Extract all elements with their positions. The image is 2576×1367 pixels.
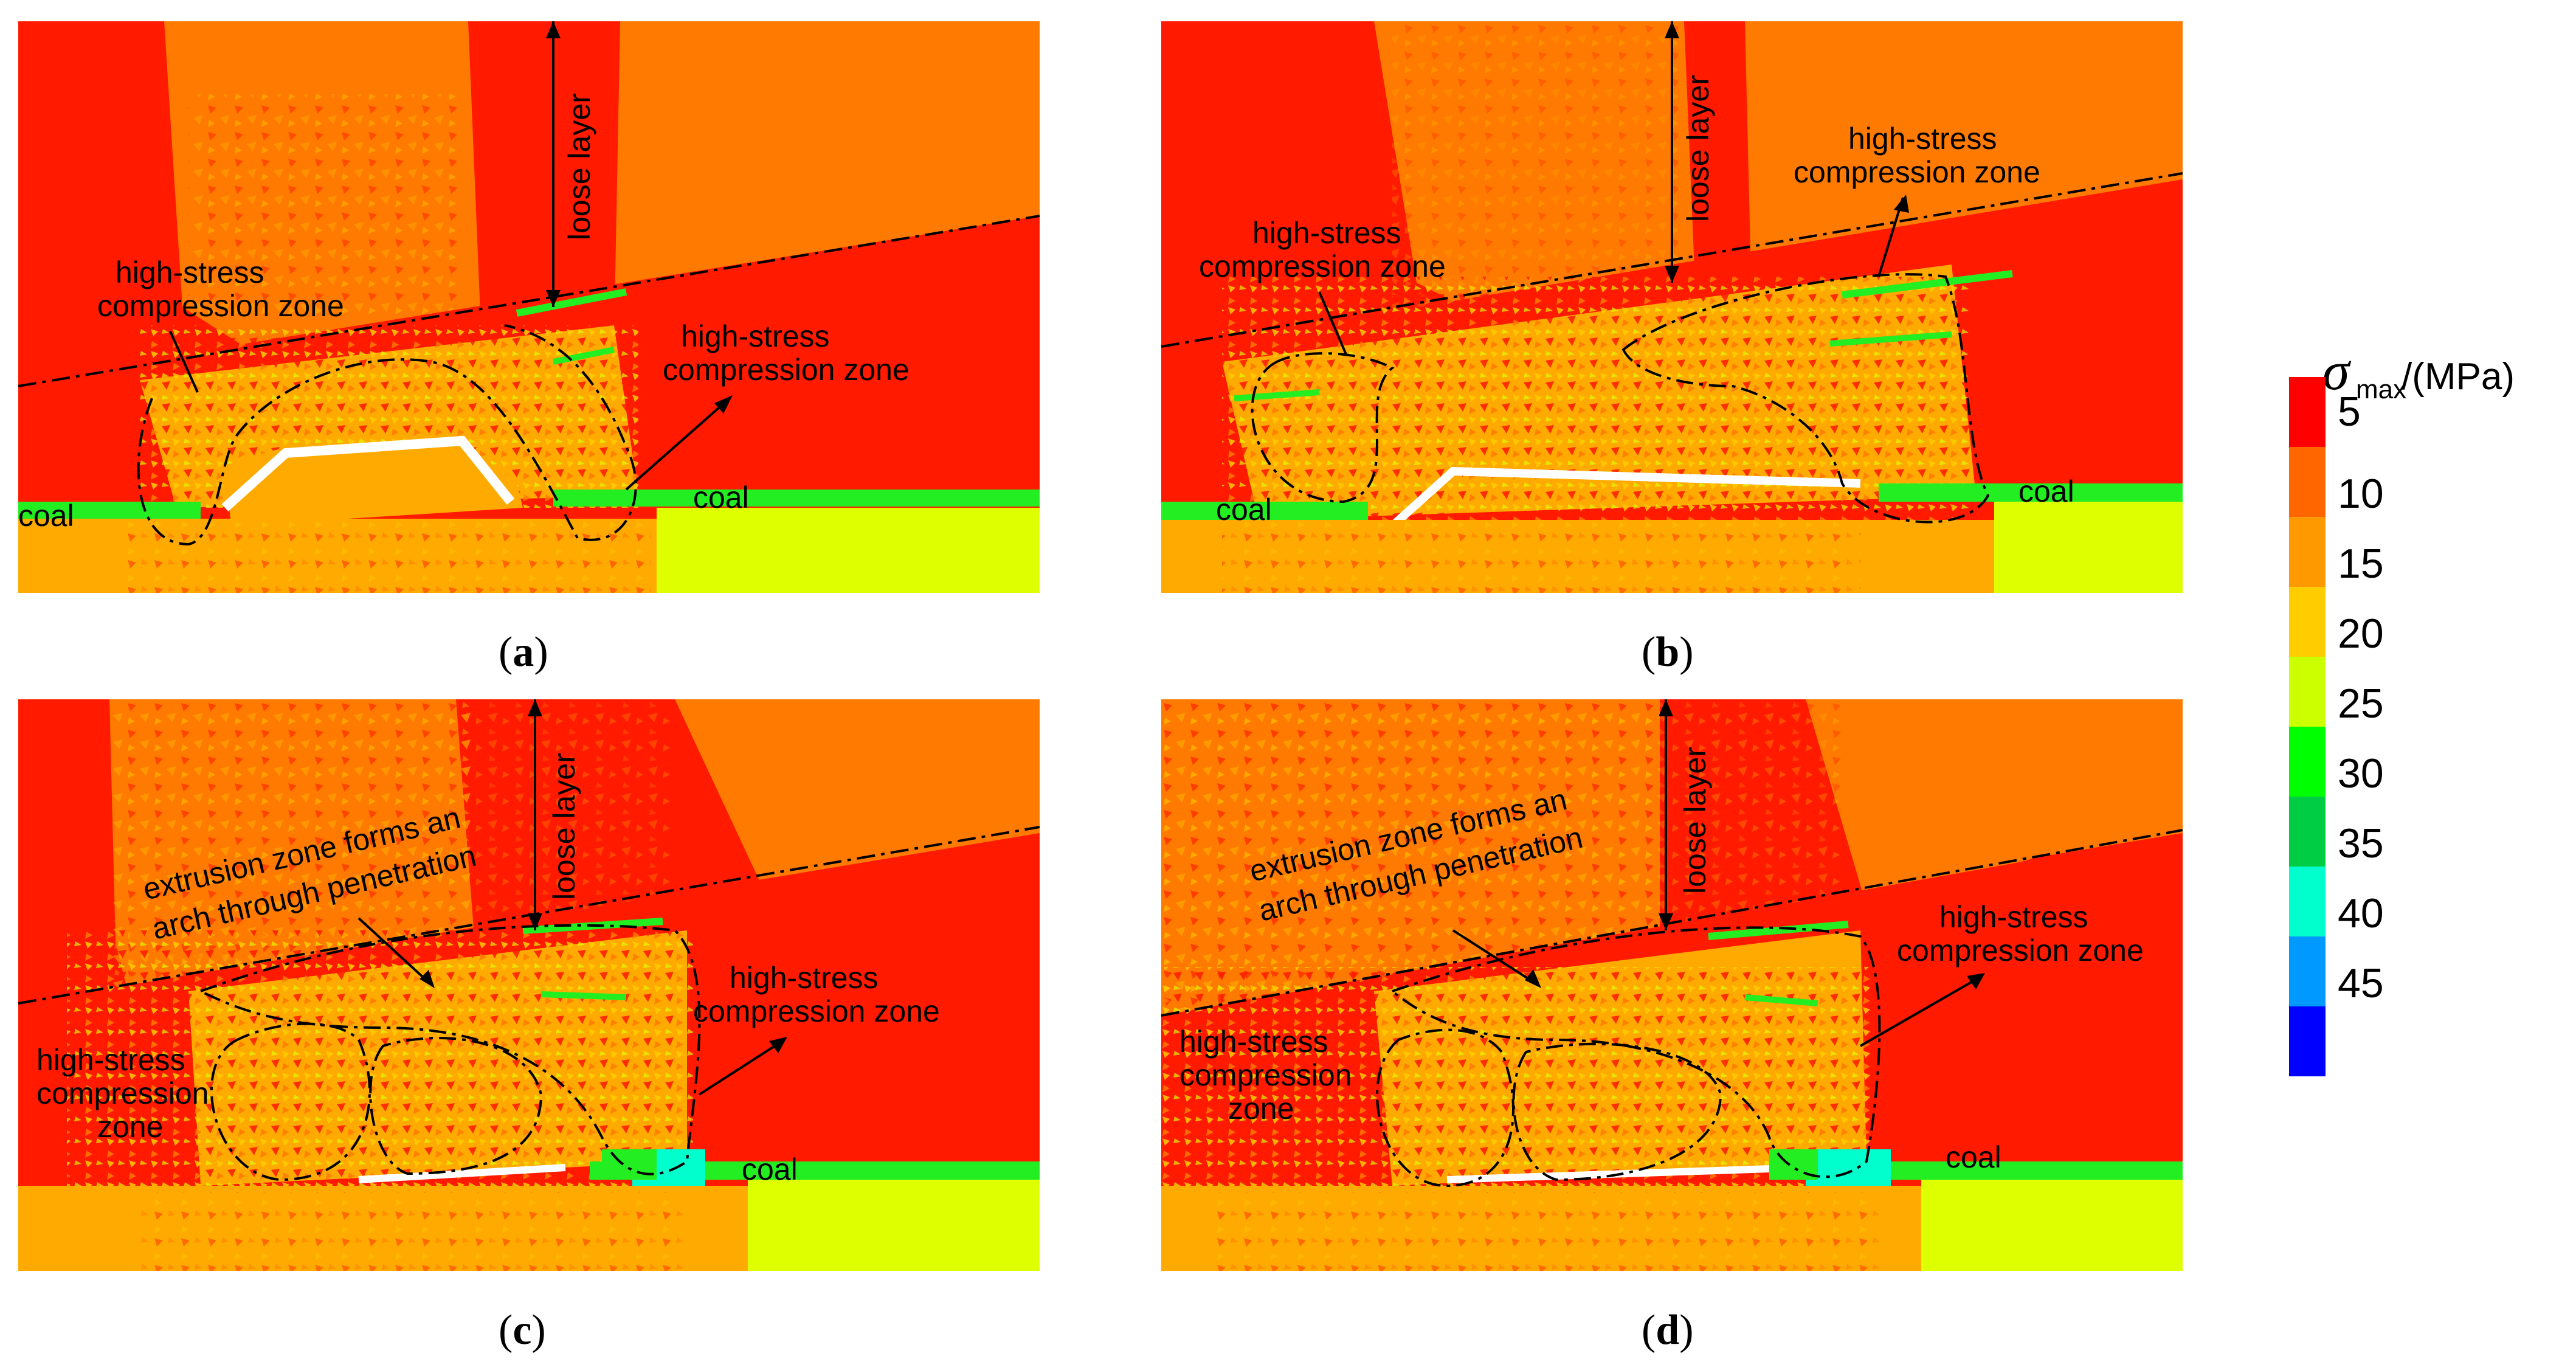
panel-c-hs-left-line3: zone <box>97 1110 163 1144</box>
legend-tick-label: 35 <box>2338 820 2384 867</box>
panel-c-hs-right-line2: compression zone <box>693 994 940 1028</box>
legend-tick-label: 10 <box>2338 471 2384 517</box>
panel-c-hs-left-line1: high-stress <box>36 1043 185 1077</box>
panel-d-loose-layer-label: loose layer <box>1678 747 1712 894</box>
legend-color-bar <box>2289 377 2326 1076</box>
panel-d-hs-left-line1: high-stress <box>1179 1025 1328 1059</box>
caption-b-letter: b <box>1656 629 1679 676</box>
panel-d-hs-right-line2: compression zone <box>1897 933 2144 967</box>
panel-c-hs-left-line2: compression <box>36 1076 209 1110</box>
caption-a: (a) <box>499 629 548 676</box>
panel-d-hs-left-line2: compression <box>1179 1058 1352 1092</box>
caption-c-letter: c <box>513 1307 531 1354</box>
legend-swatch <box>2289 727 2326 797</box>
svg-text:(d): (d) <box>1642 1307 1694 1354</box>
panel-b-hs-right-line1: high-stress <box>1848 122 1997 156</box>
panel-c-coal-right: coal <box>742 1152 798 1186</box>
panel-b-hs-left-line2: compression zone <box>1199 249 1446 283</box>
panel-a: loose layer high-stress compression zone… <box>18 21 1040 593</box>
panel-d: loose layer extrusion zone forms an arch… <box>1161 699 2183 1271</box>
legend-swatch <box>2289 517 2326 587</box>
panel-b-hs-left-line1: high-stress <box>1252 216 1401 250</box>
svg-text:(a): (a) <box>499 629 548 676</box>
legend-tick-label: 20 <box>2338 611 2384 657</box>
caption-b: (b) <box>1642 629 1694 676</box>
legend-swatch <box>2289 797 2326 867</box>
panel-b-loose-layer-label: loose layer <box>1681 75 1715 222</box>
legend-swatch <box>2289 447 2326 517</box>
legend-swatch <box>2289 1006 2326 1076</box>
caption-c: (c) <box>499 1307 546 1354</box>
panel-c: loose layer extrusion zone forms an arch… <box>18 699 1040 1271</box>
legend-tick-label: 15 <box>2338 541 2384 587</box>
legend-tick-label: 40 <box>2338 890 2384 936</box>
panel-b-coal-right: coal <box>2018 474 2074 508</box>
legend-tick-label: 5 <box>2338 389 2361 435</box>
panel-a-hs-right-line2: compression zone <box>663 353 910 387</box>
panel-b: loose layer high-stress compression zone… <box>1161 21 2183 593</box>
panel-a-hs-left-line2: compression zone <box>97 289 344 323</box>
panel-d-hs-right-line1: high-stress <box>1939 900 2088 934</box>
legend-swatch <box>2289 867 2326 936</box>
panel-a-coal-right: coal <box>693 480 749 514</box>
panel-d-hs-left-line3: zone <box>1228 1092 1294 1126</box>
panel-b-hs-right-line2: compression zone <box>1794 155 2040 189</box>
panel-a-coal-left: coal <box>18 499 74 533</box>
panel-c-hs-right-line1: high-stress <box>730 961 879 995</box>
panel-c-loose-layer-label: loose layer <box>547 753 581 900</box>
caption-a-letter: a <box>513 629 534 676</box>
legend-tick-label: 45 <box>2338 960 2384 1006</box>
legend-symbol: σ <box>2322 341 2352 401</box>
caption-d-letter: d <box>1656 1307 1679 1354</box>
panel-d-coal-right: coal <box>1946 1140 2001 1174</box>
legend-tick-label: 30 <box>2338 750 2384 797</box>
legend-swatch <box>2289 377 2326 447</box>
caption-d: (d) <box>1642 1307 1694 1354</box>
svg-text:(b): (b) <box>1642 629 1694 676</box>
legend-swatch <box>2289 936 2326 1006</box>
legend-swatch <box>2289 657 2326 727</box>
panel-a-hs-left-line1: high-stress <box>116 255 264 289</box>
panel-a-loose-layer-label: loose layer <box>562 93 596 240</box>
legend-unit: /(MPa) <box>2402 356 2515 398</box>
legend-subscript: max <box>2356 375 2406 404</box>
svg-text:(c): (c) <box>499 1307 546 1354</box>
panel-a-hs-right-line1: high-stress <box>681 319 830 353</box>
legend-tick-label: 25 <box>2338 680 2384 727</box>
color-legend: σ max /(MPa) 5 10 15 20 25 30 35 40 45 <box>2289 341 2515 1076</box>
legend-swatch <box>2289 587 2326 657</box>
legend-ticks: 5 10 15 20 25 30 35 40 45 <box>2338 389 2384 1006</box>
panel-b-coal-left: coal <box>1216 493 1272 527</box>
